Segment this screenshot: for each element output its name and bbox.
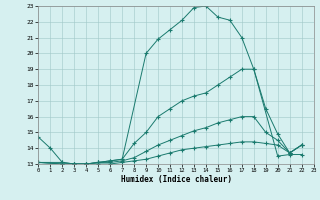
X-axis label: Humidex (Indice chaleur): Humidex (Indice chaleur) — [121, 175, 231, 184]
